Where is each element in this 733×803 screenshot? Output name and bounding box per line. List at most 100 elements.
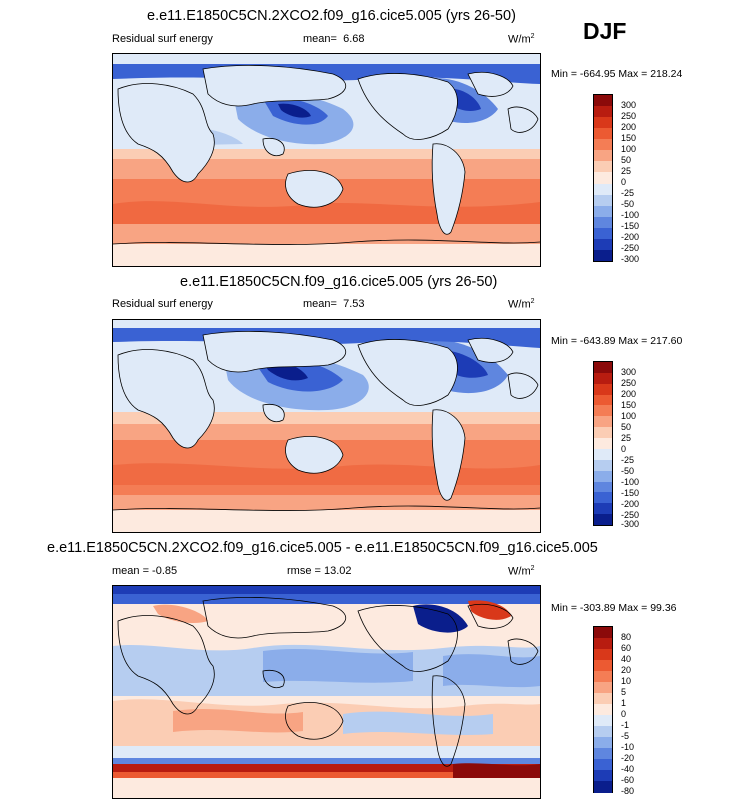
- panel-3-tick: 1: [621, 698, 627, 708]
- panel-2-tick: -250: [621, 510, 640, 520]
- panel-1-tick: -100: [621, 210, 640, 220]
- panel-2-mean: mean= 7.53: [303, 298, 365, 310]
- panel-3-mean: mean = -0.85: [112, 565, 178, 577]
- panel-1-tick: 50: [621, 155, 632, 165]
- colorbar-swatch: [594, 427, 612, 439]
- colorbar-swatch: [594, 492, 612, 504]
- panel-3-tick: 10: [621, 676, 632, 686]
- panel-2-tick: -300: [621, 519, 640, 529]
- colorbar-swatch: [594, 470, 612, 483]
- panel-2-tick: -150: [621, 488, 640, 498]
- panel-2-tick: -200: [621, 499, 640, 509]
- panel-3-colorbar: 80 60 40 20 10 5 1 0 -1 -5 -10 -20 -40 -…: [593, 626, 653, 796]
- panel-3-title: e.e11.E1850C5CN.2XCO2.f09_g16.cice5.005 …: [47, 540, 598, 556]
- panel-1-tick: 150: [621, 133, 637, 143]
- panel-3-map: [112, 585, 541, 799]
- panel-3-tick: 20: [621, 665, 632, 675]
- panel-2-map: [112, 319, 541, 533]
- colorbar-swatch: [594, 638, 612, 650]
- panel-2-colorbar-box: [593, 361, 613, 526]
- colorbar-swatch: [594, 372, 612, 385]
- panel-2-tick: 150: [621, 400, 637, 410]
- panel-2-tick: -50: [621, 466, 635, 476]
- panel-3-tick: -5: [621, 731, 630, 741]
- panel-3-tick: -10: [621, 742, 635, 752]
- panel-1-tick: 100: [621, 144, 637, 154]
- panel-1-tick: -50: [621, 199, 635, 209]
- panel-3-tick: -1: [621, 720, 630, 730]
- panel-1-minmax: Min = -664.95 Max = 218.24: [551, 68, 683, 80]
- panel-3-tick: 40: [621, 654, 632, 664]
- colorbar-swatch: [594, 394, 612, 406]
- colorbar-swatch: [594, 770, 612, 782]
- panel-3-tick: -40: [621, 764, 635, 774]
- colorbar-swatch: [594, 172, 612, 185]
- colorbar-swatch: [594, 781, 612, 793]
- colorbar-swatch: [594, 95, 612, 107]
- colorbar-swatch: [594, 660, 612, 672]
- colorbar-swatch: [594, 238, 612, 251]
- panel-1-units: W/m2: [508, 33, 535, 46]
- panel-2-tick: 0: [621, 444, 627, 454]
- colorbar-swatch: [594, 194, 612, 207]
- colorbar-swatch: [594, 249, 612, 262]
- panel-2-tick: -25: [621, 455, 635, 465]
- panel-3-tick: 5: [621, 687, 627, 697]
- colorbar-swatch: [594, 161, 612, 173]
- colorbar-swatch: [594, 671, 612, 683]
- colorbar-swatch: [594, 726, 612, 738]
- panel-3-tick: 60: [621, 643, 632, 653]
- panel-1-tick: -250: [621, 243, 640, 253]
- panel-1-colorbar: 300 250 200 150 100 50 25 0 -25 -50 -100…: [593, 94, 653, 264]
- colorbar-swatch: [594, 438, 612, 450]
- panel-3-rmse: rmse = 13.02: [287, 565, 352, 577]
- colorbar-swatch: [594, 503, 612, 515]
- panel-1-tick: 25: [621, 166, 632, 176]
- panel-1-mean: mean= 6.68: [303, 33, 365, 45]
- colorbar-swatch: [594, 216, 612, 229]
- panel-1-tick: 200: [621, 122, 637, 132]
- colorbar-swatch: [594, 405, 612, 417]
- panel-1-tick: -25: [621, 188, 635, 198]
- colorbar-swatch: [594, 205, 612, 218]
- colorbar-swatch: [594, 183, 612, 196]
- colorbar-swatch: [594, 759, 612, 771]
- panel-2-tick: -100: [621, 477, 640, 487]
- colorbar-swatch: [594, 128, 612, 140]
- colorbar-swatch: [594, 139, 612, 151]
- panel-2-units: W/m2: [508, 298, 535, 311]
- colorbar-swatch: [594, 106, 612, 118]
- colorbar-swatch: [594, 514, 612, 526]
- colorbar-swatch: [594, 448, 612, 461]
- panel-2-variable-label: Residual surf energy: [112, 298, 213, 310]
- panel-2-tick: 200: [621, 389, 637, 399]
- panel-1-tick: -150: [621, 221, 640, 231]
- panel-3-tick: -20: [621, 753, 635, 763]
- panel-3-minmax: Min = -303.89 Max = 99.36: [551, 602, 677, 614]
- panel-1-tick: 300: [621, 100, 637, 110]
- colorbar-swatch: [594, 704, 612, 716]
- colorbar-swatch: [594, 117, 612, 129]
- panel-3-tick: -60: [621, 775, 635, 785]
- panel-1-tick: 0: [621, 177, 627, 187]
- panel-3-colorbar-box: [593, 626, 613, 793]
- panel-1-variable-label: Residual surf energy: [112, 33, 213, 45]
- panel-2-title: e.e11.E1850C5CN.f09_g16.cice5.005 (yrs 2…: [180, 274, 498, 290]
- colorbar-swatch: [594, 748, 612, 760]
- colorbar-swatch: [594, 459, 612, 472]
- colorbar-swatch: [594, 737, 612, 749]
- colorbar-swatch: [594, 682, 612, 694]
- panel-1-map: [112, 53, 541, 267]
- panel-3-units: W/m2: [508, 565, 535, 578]
- colorbar-swatch: [594, 649, 612, 661]
- panel-2-tick: 25: [621, 433, 632, 443]
- panel-2-minmax: Min = -643.89 Max = 217.60: [551, 335, 683, 347]
- colorbar-swatch: [594, 416, 612, 428]
- colorbar-swatch: [594, 693, 612, 705]
- colorbar-swatch: [594, 627, 612, 639]
- panel-2-tick: 100: [621, 411, 637, 421]
- panel-1-tick: -200: [621, 232, 640, 242]
- panel-3-tick: -80: [621, 786, 635, 796]
- colorbar-swatch: [594, 227, 612, 240]
- panel-3-tick: 80: [621, 632, 632, 642]
